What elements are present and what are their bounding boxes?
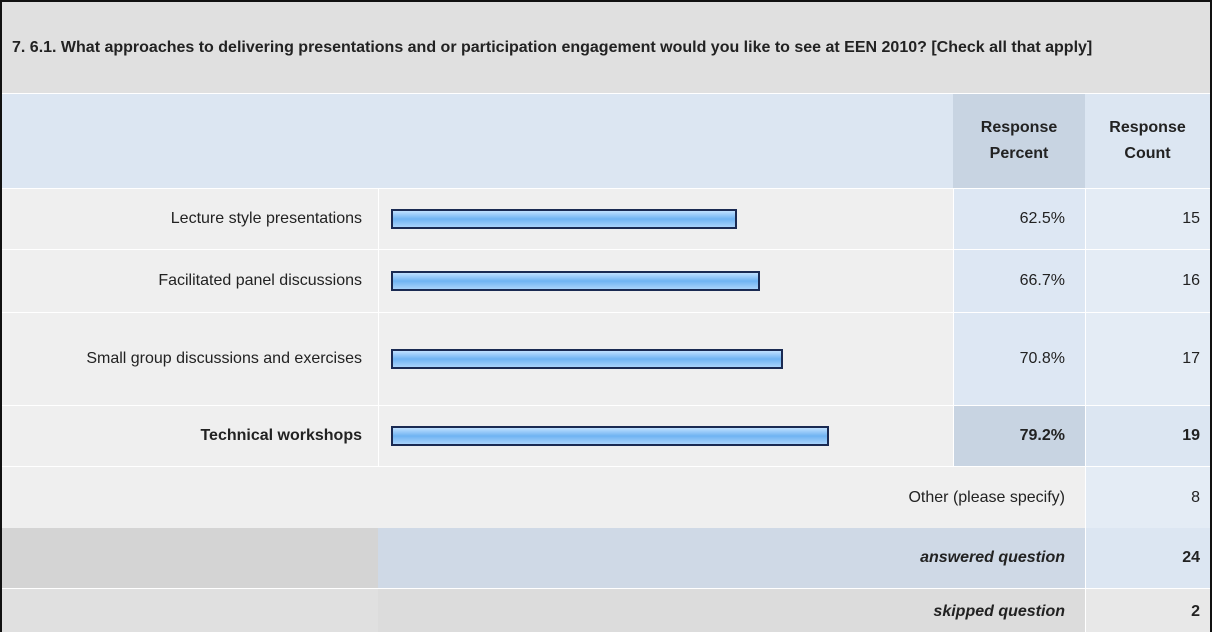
column-header: Response Percent: [953, 94, 1085, 188]
other-count: 8: [1085, 466, 1210, 528]
skipped-label: skipped question: [378, 588, 1085, 632]
other-label: Other (please specify): [2, 466, 1085, 528]
row-label: Lecture style presentations: [2, 188, 378, 249]
row-label: Small group discussions and exercises: [2, 312, 378, 405]
row-count: 15: [1085, 188, 1210, 249]
answered-blank: [2, 528, 378, 588]
percent-bar: [391, 270, 760, 291]
header-blank: [2, 94, 953, 188]
row-count: 17: [1085, 312, 1210, 405]
row-label: Technical workshops: [2, 405, 378, 466]
row-percent: 79.2%: [953, 405, 1085, 466]
skipped-blank: [2, 588, 378, 632]
percent-bar: [391, 208, 737, 229]
answered-label: answered question: [378, 528, 1085, 588]
row-label: Facilitated panel discussions: [2, 249, 378, 312]
question-title: 7. 6.1. What approaches to delivering pr…: [2, 2, 1210, 94]
answered-count: 24: [1085, 528, 1210, 588]
row-count: 19: [1085, 405, 1210, 466]
row-percent: 70.8%: [953, 312, 1085, 405]
percent-bar: [391, 425, 829, 446]
skipped-count: 2: [1085, 588, 1210, 632]
column-header: Response Count: [1085, 94, 1210, 188]
row-percent: 66.7%: [953, 249, 1085, 312]
row-count: 16: [1085, 249, 1210, 312]
percent-bar: [391, 348, 783, 369]
row-percent: 62.5%: [953, 188, 1085, 249]
